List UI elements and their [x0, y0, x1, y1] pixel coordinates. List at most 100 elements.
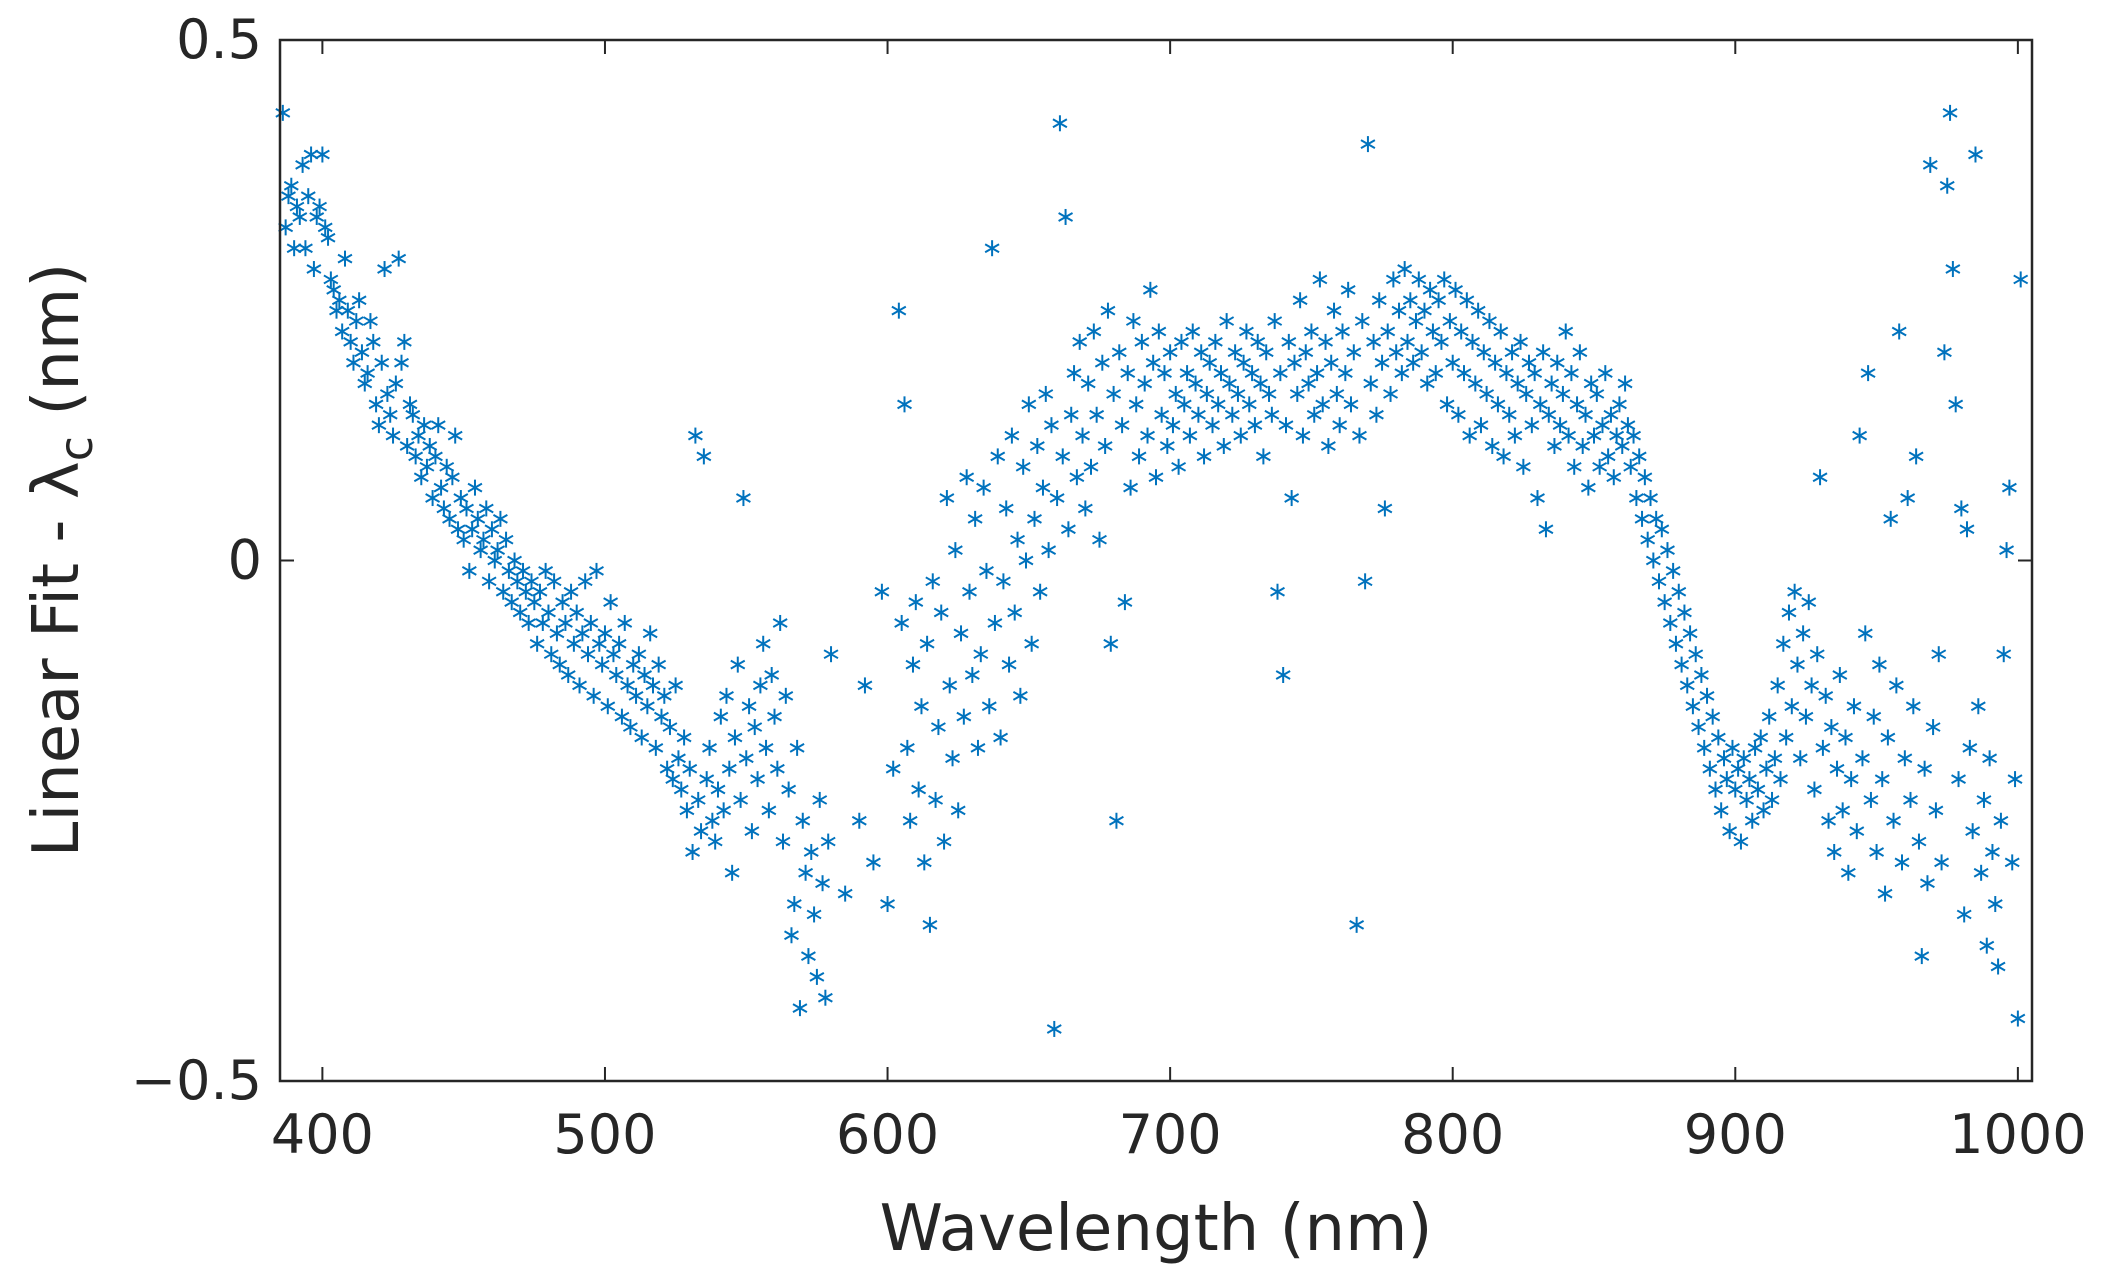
data-point — [1513, 333, 1528, 350]
data-point — [1623, 458, 1639, 475]
data-point — [798, 864, 814, 881]
data-point — [1371, 292, 1387, 309]
data-point — [1349, 916, 1365, 933]
data-point — [1120, 365, 1136, 382]
data-point — [1493, 323, 1509, 340]
data-point — [1357, 573, 1373, 590]
data-point — [925, 573, 941, 590]
y-axis-title-unit: (nm) — [20, 263, 94, 436]
data-point — [283, 177, 299, 194]
data-point — [1456, 365, 1472, 382]
data-point — [1668, 635, 1684, 652]
data-point — [752, 677, 768, 694]
data-point — [911, 781, 927, 798]
data-point — [1965, 823, 1981, 840]
data-point — [334, 323, 350, 340]
data-point — [518, 583, 534, 600]
data-point — [1532, 396, 1548, 413]
data-point — [637, 667, 652, 684]
data-point — [1072, 333, 1088, 350]
data-point — [1075, 427, 1090, 444]
data-point — [354, 344, 370, 361]
data-point — [682, 760, 698, 777]
data-point — [750, 771, 766, 788]
data-point — [2004, 854, 2020, 871]
data-point — [1400, 333, 1415, 350]
data-point — [540, 604, 556, 621]
data-point — [391, 250, 407, 267]
data-point — [1448, 281, 1463, 298]
data-point — [1846, 698, 1862, 715]
data-point — [857, 677, 873, 694]
data-point — [343, 333, 359, 350]
y-axis-title-subscript: c — [49, 436, 103, 461]
data-point — [442, 510, 458, 527]
data-point — [1046, 1020, 1062, 1037]
data-point — [1185, 323, 1201, 340]
data-point — [1428, 365, 1444, 382]
data-point — [738, 750, 754, 767]
y-tick-label: −0.5 — [131, 1049, 262, 1112]
data-point — [1097, 437, 1113, 454]
data-point — [413, 469, 429, 486]
data-point — [654, 708, 669, 725]
data-point — [504, 594, 520, 611]
data-point — [1060, 521, 1076, 538]
data-point — [1688, 646, 1704, 663]
data-point — [614, 708, 630, 725]
data-point — [786, 896, 802, 913]
data-point — [1953, 500, 1969, 517]
data-point — [950, 802, 966, 819]
data-point — [1103, 635, 1119, 652]
data-point — [945, 750, 961, 767]
data-point — [1756, 802, 1772, 819]
data-point — [1507, 427, 1523, 444]
data-point — [461, 562, 477, 579]
data-point — [1708, 781, 1723, 798]
data-point — [990, 448, 1006, 465]
data-point — [490, 542, 506, 559]
data-point — [1558, 323, 1574, 340]
data-point — [1671, 583, 1687, 600]
data-point — [891, 302, 907, 319]
data-point — [1001, 656, 1017, 673]
x-tick-label: 600 — [836, 1103, 939, 1166]
data-point — [761, 802, 777, 819]
data-point — [1360, 136, 1376, 153]
data-point — [1289, 385, 1305, 402]
data-point — [1422, 281, 1438, 298]
data-point — [422, 437, 438, 454]
data-point — [1125, 313, 1141, 330]
data-point — [1530, 490, 1545, 507]
data-point — [1999, 542, 2015, 559]
data-point — [394, 354, 409, 371]
data-point — [1549, 354, 1565, 371]
data-point — [1196, 448, 1212, 465]
data-point — [995, 573, 1011, 590]
data-point — [1117, 594, 1133, 611]
data-point — [1727, 781, 1743, 798]
data-point — [297, 240, 313, 257]
data-point — [1801, 594, 1817, 611]
data-point — [956, 708, 972, 725]
data-point — [710, 781, 726, 798]
x-tick-label: 400 — [271, 1103, 374, 1166]
data-point — [809, 968, 825, 985]
data-point — [792, 1000, 808, 1017]
data-point — [1340, 281, 1356, 298]
data-point — [970, 739, 986, 756]
data-point — [1236, 354, 1252, 371]
data-point — [1394, 365, 1410, 382]
data-point — [1826, 843, 1842, 860]
data-point — [1267, 313, 1283, 330]
data-point — [346, 354, 361, 371]
data-point — [1770, 677, 1786, 694]
data-point — [1219, 313, 1235, 330]
data-point — [577, 573, 593, 590]
data-point — [1473, 417, 1489, 434]
data-point — [1377, 500, 1393, 517]
data-point — [1188, 375, 1204, 392]
data-point — [1795, 625, 1811, 642]
data-point — [329, 302, 344, 319]
y-axis-ticks: −0.5 0 0.5 — [131, 8, 2032, 1112]
